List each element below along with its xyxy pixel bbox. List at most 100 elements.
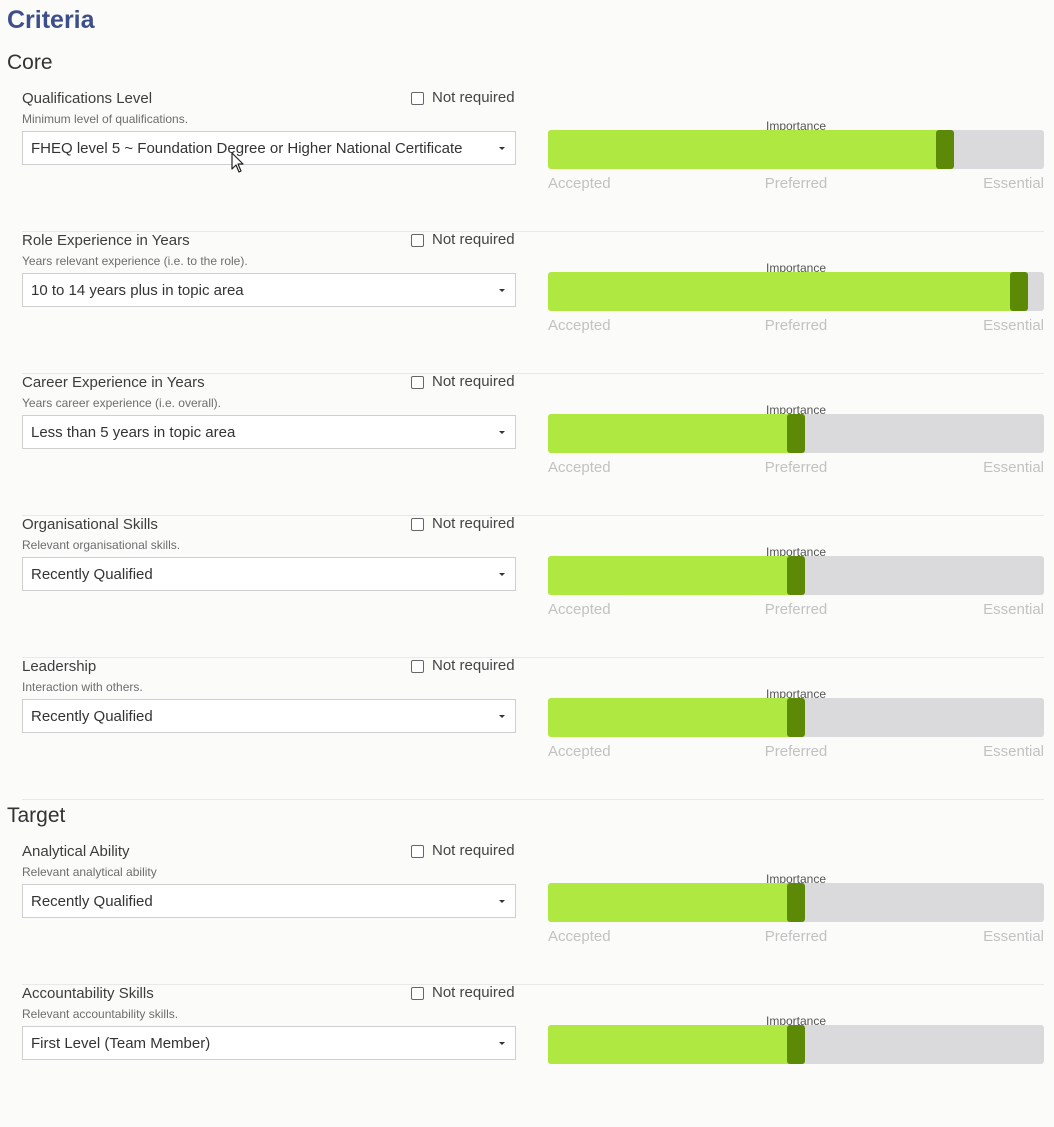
section-heading-target: Target: [7, 804, 66, 827]
scale-accepted: Accepted: [548, 317, 611, 334]
scale-accepted: Accepted: [548, 175, 611, 192]
select-value: Less than 5 years in topic area: [31, 423, 236, 441]
scale-preferred: Preferred: [764, 601, 828, 618]
importance-slider[interactable]: [548, 130, 1044, 169]
analytical-ability-select[interactable]: Recently Qualified: [22, 884, 516, 918]
select-value: 10 to 14 years plus in topic area: [31, 281, 244, 299]
importance-slider[interactable]: [548, 414, 1044, 453]
criterion-label: Role Experience in Years: [22, 232, 190, 249]
criterion-role-experience: Role Experience in Years Years relevant …: [22, 231, 1044, 374]
not-required-checkbox[interactable]: [411, 233, 424, 247]
importance-handle[interactable]: [935, 130, 954, 169]
page-title: Criteria: [7, 6, 95, 34]
not-required-checkbox[interactable]: [411, 844, 424, 858]
importance-label: Importance: [765, 872, 827, 886]
criterion-description: Interaction with others.: [22, 680, 143, 694]
criterion-leadership: Leadership Interaction with others. Not …: [22, 657, 1044, 800]
mouse-cursor-icon: [231, 152, 244, 173]
importance-handle[interactable]: [1010, 272, 1029, 311]
scale-accepted: Accepted: [548, 743, 611, 760]
not-required-checkbox[interactable]: [411, 375, 424, 389]
select-value: FHEQ level 5 ~ Foundation Degree or High…: [31, 139, 463, 157]
criterion-description: Years relevant experience (i.e. to the r…: [22, 254, 248, 268]
criterion-label: Analytical Ability: [22, 843, 130, 860]
scale-preferred: Preferred: [764, 317, 828, 334]
importance-fill: [548, 698, 796, 737]
scale-accepted: Accepted: [548, 928, 611, 945]
importance-slider[interactable]: [548, 883, 1044, 922]
not-required-toggle[interactable]: Not required: [411, 515, 515, 533]
accountability-skills-select[interactable]: First Level (Team Member): [22, 1026, 516, 1060]
scale-accepted: Accepted: [548, 459, 611, 476]
caret-down-icon: [499, 288, 505, 292]
scale-essential: Essential: [983, 317, 1044, 334]
not-required-label: Not required: [432, 842, 515, 859]
not-required-toggle[interactable]: Not required: [411, 842, 515, 860]
importance-handle[interactable]: [787, 556, 805, 595]
scale-accepted: Accepted: [548, 601, 611, 618]
caret-down-icon: [499, 146, 505, 150]
importance-slider[interactable]: [548, 556, 1044, 595]
select-value: First Level (Team Member): [31, 1034, 211, 1052]
qualifications-level-select[interactable]: FHEQ level 5 ~ Foundation Degree or High…: [22, 131, 516, 165]
criterion-career-experience: Career Experience in Years Years career …: [22, 373, 1044, 516]
importance-handle[interactable]: [787, 414, 805, 453]
importance-label: Importance: [765, 545, 827, 559]
importance-handle[interactable]: [787, 1025, 805, 1064]
importance-label: Importance: [765, 1014, 827, 1028]
not-required-toggle[interactable]: Not required: [411, 984, 515, 1002]
not-required-label: Not required: [432, 984, 515, 1001]
criterion-description: Relevant analytical ability: [22, 865, 157, 879]
scale-essential: Essential: [983, 175, 1044, 192]
select-value: Recently Qualified: [31, 892, 153, 910]
importance-handle[interactable]: [787, 883, 805, 922]
not-required-checkbox[interactable]: [411, 517, 424, 531]
not-required-label: Not required: [432, 231, 515, 248]
scale-essential: Essential: [983, 928, 1044, 945]
not-required-checkbox[interactable]: [411, 986, 424, 1000]
role-experience-select[interactable]: 10 to 14 years plus in topic area: [22, 273, 516, 307]
caret-down-icon: [499, 1041, 505, 1045]
criterion-description: Relevant accountability skills.: [22, 1007, 179, 1021]
scale-preferred: Preferred: [764, 175, 828, 192]
importance-slider[interactable]: [548, 272, 1044, 311]
leadership-select[interactable]: Recently Qualified: [22, 699, 516, 733]
not-required-toggle[interactable]: Not required: [411, 373, 515, 391]
not-required-checkbox[interactable]: [411, 91, 424, 105]
scale-essential: Essential: [983, 459, 1044, 476]
importance-fill: [548, 883, 796, 922]
criterion-label: Career Experience in Years: [22, 374, 205, 391]
criterion-label: Accountability Skills: [22, 985, 154, 1002]
career-experience-select[interactable]: Less than 5 years in topic area: [22, 415, 516, 449]
scale-essential: Essential: [983, 743, 1044, 760]
criterion-label: Qualifications Level: [22, 90, 153, 107]
importance-fill: [548, 414, 796, 453]
importance-label: Importance: [765, 261, 827, 275]
not-required-label: Not required: [432, 373, 515, 390]
criterion-description: Years career experience (i.e. overall).: [22, 396, 221, 410]
importance-fill: [548, 1025, 796, 1064]
criterion-accountability-skills: Accountability Skills Relevant accountab…: [22, 984, 1044, 1127]
importance-slider[interactable]: [548, 698, 1044, 737]
criterion-description: Relevant organisational skills.: [22, 538, 181, 552]
not-required-label: Not required: [432, 657, 515, 674]
criterion-description: Minimum level of qualifications.: [22, 112, 189, 126]
not-required-label: Not required: [432, 89, 515, 106]
not-required-toggle[interactable]: Not required: [411, 89, 515, 107]
scale-preferred: Preferred: [764, 928, 828, 945]
not-required-checkbox[interactable]: [411, 659, 424, 673]
not-required-label: Not required: [432, 515, 515, 532]
importance-fill: [548, 272, 1020, 311]
importance-fill: [548, 556, 796, 595]
scale-preferred: Preferred: [764, 459, 828, 476]
select-value: Recently Qualified: [31, 565, 153, 583]
criterion-label: Organisational Skills: [22, 516, 158, 533]
importance-label: Importance: [765, 403, 827, 417]
importance-slider[interactable]: [548, 1025, 1044, 1064]
not-required-toggle[interactable]: Not required: [411, 231, 515, 249]
organisational-skills-select[interactable]: Recently Qualified: [22, 557, 516, 591]
not-required-toggle[interactable]: Not required: [411, 657, 515, 675]
section-heading-core: Core: [7, 51, 53, 74]
criterion-analytical-ability: Analytical Ability Relevant analytical a…: [22, 842, 1044, 985]
importance-handle[interactable]: [787, 698, 805, 737]
